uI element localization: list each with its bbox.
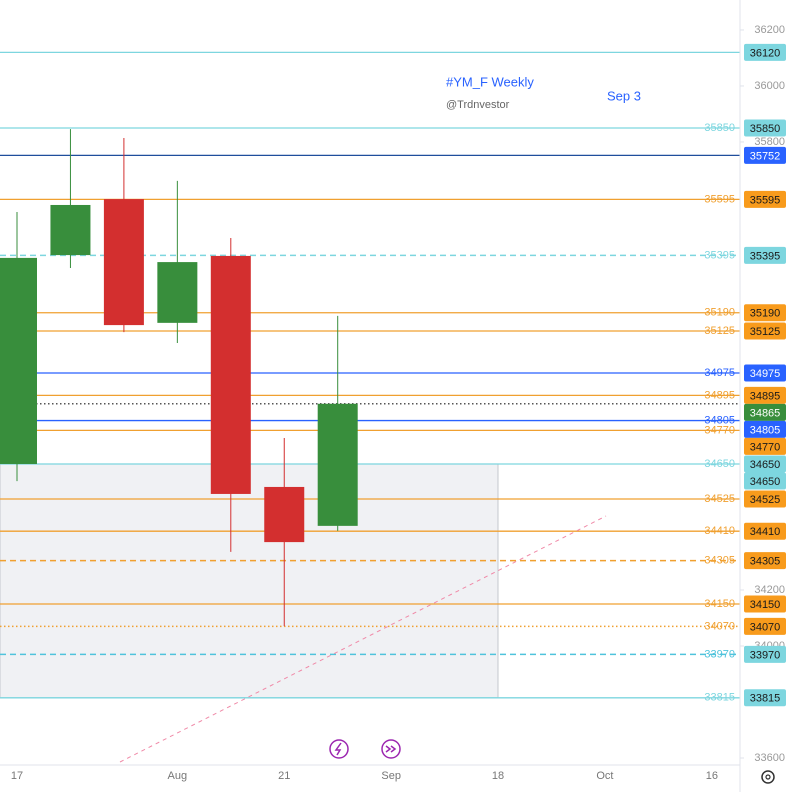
price-tag bbox=[744, 403, 786, 421]
price-tag-label: 35850 bbox=[750, 123, 781, 135]
price-tag-label: 34975 bbox=[750, 368, 781, 380]
price-tag bbox=[744, 364, 786, 382]
y-tick-label: 36000 bbox=[754, 80, 785, 92]
level-label: 34895 bbox=[704, 389, 735, 401]
level-label: 34070 bbox=[704, 620, 735, 632]
level-label: 35190 bbox=[704, 307, 735, 319]
level-label: 35850 bbox=[704, 122, 735, 134]
candle-body bbox=[50, 204, 91, 256]
price-tag-label: 34895 bbox=[750, 390, 781, 402]
y-tick-label: 34200 bbox=[754, 584, 785, 596]
price-tag-label: 34650 bbox=[750, 476, 781, 488]
range-box bbox=[0, 463, 499, 699]
price-tag bbox=[744, 420, 786, 438]
x-tick-label: 17 bbox=[11, 770, 23, 782]
x-tick-label: 16 bbox=[706, 770, 718, 782]
price-tag-label: 34070 bbox=[750, 621, 781, 633]
level-label: 34805 bbox=[704, 414, 735, 426]
level-label: 34650 bbox=[704, 458, 735, 470]
price-tag bbox=[744, 689, 786, 707]
price-tag bbox=[744, 437, 786, 455]
price-tag bbox=[744, 246, 786, 264]
price-tag bbox=[744, 472, 786, 490]
price-tag bbox=[744, 490, 786, 508]
price-tag-label: 34865 bbox=[750, 407, 781, 419]
price-tag-label: 34650 bbox=[750, 459, 781, 471]
level-label: 35595 bbox=[704, 193, 735, 205]
candle-body bbox=[317, 403, 358, 526]
price-tag bbox=[744, 645, 786, 663]
x-tick-label: Oct bbox=[596, 770, 613, 782]
price-tag-label: 34410 bbox=[750, 526, 781, 538]
price-tag-label: 36120 bbox=[750, 47, 781, 59]
price-tag-label: 34805 bbox=[750, 424, 781, 436]
candle-body bbox=[264, 486, 305, 543]
level-label: 33970 bbox=[704, 648, 735, 660]
level-label: 34525 bbox=[704, 493, 735, 505]
price-tag-label: 34525 bbox=[750, 494, 781, 506]
candle-body bbox=[210, 255, 251, 494]
price-tag-label: 33970 bbox=[750, 649, 781, 661]
y-tick-label: 33600 bbox=[754, 752, 785, 764]
chart-subtitle: @Trdnvestor bbox=[446, 99, 510, 111]
price-tag bbox=[744, 522, 786, 540]
price-tag-label: 34770 bbox=[750, 441, 781, 453]
price-tag bbox=[744, 322, 786, 340]
settings-icon[interactable] bbox=[761, 770, 775, 784]
price-tag bbox=[744, 386, 786, 404]
price-tag bbox=[744, 190, 786, 208]
price-tag bbox=[744, 146, 786, 164]
price-tag-label: 33815 bbox=[750, 693, 781, 705]
candle-body bbox=[157, 262, 198, 323]
price-tag bbox=[744, 455, 786, 473]
plot-area bbox=[0, 51, 740, 699]
y-tick-label: 35800 bbox=[754, 136, 785, 148]
price-tag bbox=[744, 119, 786, 137]
level-label: 34410 bbox=[704, 525, 735, 537]
price-tag bbox=[744, 304, 786, 322]
x-tick-label: 21 bbox=[278, 770, 290, 782]
price-tag-label: 35395 bbox=[750, 250, 781, 262]
level-label: 34305 bbox=[704, 554, 735, 566]
price-tag bbox=[744, 552, 786, 570]
price-tag-label: 34305 bbox=[750, 555, 781, 567]
level-label: 34770 bbox=[704, 424, 735, 436]
candle-body bbox=[0, 257, 37, 464]
price-tag-label: 35595 bbox=[750, 194, 781, 206]
price-tag-label: 35752 bbox=[750, 150, 781, 162]
price-tag bbox=[744, 43, 786, 61]
x-tick-label: Aug bbox=[168, 770, 188, 782]
price-tag-label: 35190 bbox=[750, 308, 781, 320]
level-label: 33815 bbox=[704, 692, 735, 704]
level-label: 35395 bbox=[704, 249, 735, 261]
level-label: 34975 bbox=[704, 367, 735, 379]
chart-title: #YM_F Weekly bbox=[446, 74, 534, 89]
price-tag-label: 35125 bbox=[750, 326, 781, 338]
x-tick-label: Sep bbox=[381, 770, 401, 782]
y-tick-label: 36200 bbox=[754, 24, 785, 36]
price-tag bbox=[744, 617, 786, 635]
price-tag-label: 34150 bbox=[750, 599, 781, 611]
level-label: 35125 bbox=[704, 325, 735, 337]
event-icon[interactable] bbox=[329, 739, 349, 759]
level-label: 34150 bbox=[704, 598, 735, 610]
trend-line bbox=[119, 515, 607, 763]
annotation: Sep 3 bbox=[607, 88, 641, 103]
event-icon[interactable] bbox=[381, 739, 401, 759]
price-tag bbox=[744, 595, 786, 613]
x-tick-label: 18 bbox=[492, 770, 504, 782]
candle-body bbox=[103, 199, 144, 326]
